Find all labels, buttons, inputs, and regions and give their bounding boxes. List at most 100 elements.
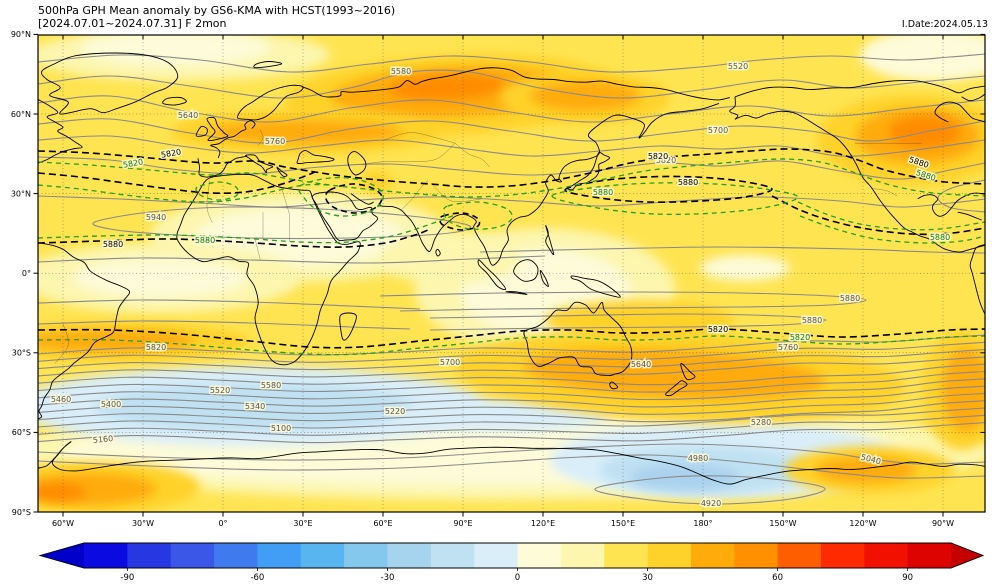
coastline [477, 259, 507, 291]
country-border [254, 238, 261, 260]
colorbar-segment [777, 543, 822, 568]
colorbar-tick-label: 30 [642, 573, 653, 583]
colorbar-tick-label: -60 [250, 573, 264, 583]
gray-contour-label: 4920 [701, 499, 721, 508]
black-contour-label: 5820 [708, 325, 728, 334]
coastline [176, 173, 361, 366]
gray-contour-line [38, 299, 421, 310]
coastline [38, 99, 83, 164]
country-border [870, 188, 898, 197]
green-contour-label: 5880 [930, 233, 950, 242]
colorbar-segment [690, 543, 735, 568]
gray-contour-label: 5160 [92, 434, 113, 445]
gray-contour-line [38, 400, 985, 423]
coastline [545, 224, 555, 256]
anomaly-shade-blob [38, 330, 195, 352]
coastline [523, 301, 633, 376]
colorbar-segment [430, 543, 475, 568]
gray-contour-line [38, 407, 985, 429]
x-tick-label: 0° [218, 519, 227, 528]
coastline [253, 61, 283, 69]
anomaly-shade-blob [38, 483, 86, 501]
x-tick-label: 60°W [52, 519, 74, 528]
anomaly-shade-blob [80, 35, 270, 66]
x-tick-label: 30°W [132, 519, 154, 528]
gray-contour-line [38, 370, 985, 393]
colorbar-tick-label: 0 [515, 573, 520, 583]
gray-contour-label: 5940 [146, 213, 166, 222]
colorbar-segment [604, 543, 649, 568]
green-dashed-contour [195, 181, 239, 201]
green-dashed-contour [442, 201, 513, 230]
gray-contour-line [38, 95, 985, 123]
anomaly-shade-blob [525, 348, 825, 400]
green-contour-label: 5820 [790, 333, 810, 342]
gray-contour-line [38, 363, 985, 386]
anomaly-shading-layer [38, 35, 985, 512]
colorbar-segment [344, 543, 388, 568]
gray-contour-label: 5460 [51, 395, 71, 404]
gray-contour-label: 5580 [391, 67, 411, 76]
y-tick-label: 30°S [12, 349, 31, 358]
gray-contour-label: 5340 [245, 402, 265, 411]
x-tick-label: 90°W [932, 519, 954, 528]
gray-contour-line [38, 414, 985, 436]
coastline [734, 79, 985, 98]
gray-contour-line [38, 341, 985, 363]
coastline [513, 259, 539, 282]
coastline [665, 380, 688, 397]
country-border [54, 323, 69, 364]
black-dashed-contour [38, 328, 985, 349]
gray-contour-line [38, 443, 985, 465]
gray-contour-label: 5820 [656, 156, 676, 165]
coastline [934, 101, 985, 123]
x-tick-label: 180° [693, 519, 712, 528]
anomaly-shade-blob [942, 348, 985, 432]
gray-contour-line [38, 356, 985, 378]
gray-contour-label: 5400 [101, 400, 121, 409]
anomaly-shade-blob [630, 464, 740, 490]
coastline [38, 441, 985, 485]
gray-contour-line [38, 320, 411, 330]
gray-contour-line [38, 53, 985, 73]
anomaly-shade-blob [700, 255, 790, 281]
colorbar-tick-label: -30 [381, 573, 395, 583]
coastline [377, 102, 720, 266]
gray-contour-label: 5580 [261, 381, 281, 390]
gray-contour-line [594, 475, 826, 505]
coastline [197, 155, 248, 178]
axes: 60°W 30°W 0° 30°E 60°E 90°E 120°E 150°E 180° 150°… [11, 30, 985, 528]
colorbar-segment [300, 543, 345, 568]
green-dashed-contour [797, 201, 985, 231]
latlon-gridlines [38, 35, 985, 512]
coastline [680, 362, 696, 381]
y-tick-label: 60°N [11, 110, 31, 119]
colorbar-segment [820, 543, 865, 568]
colorbar-segment [214, 543, 258, 568]
colorbar-segment [257, 543, 302, 568]
coastline [961, 93, 985, 102]
gray-contour-label: 5220 [385, 407, 405, 416]
anomaly-shade-blob [389, 73, 505, 101]
x-tick-label: 90°E [453, 519, 472, 528]
coastline [245, 154, 274, 174]
anomaly-shade-blob [530, 81, 640, 111]
gray-contour-line [38, 392, 985, 415]
country-border [206, 180, 213, 223]
coastline [539, 270, 549, 287]
green-dashed-contour [297, 176, 384, 217]
x-tick-label: 120°E [531, 519, 555, 528]
coastline [311, 191, 379, 242]
coastline [350, 193, 374, 205]
gray-contour-label: 5820 [146, 343, 166, 352]
gray-contour-line [38, 135, 985, 157]
colorbar-tick-label: 90 [902, 573, 913, 583]
black-dashed-contour [771, 195, 985, 236]
coastline [195, 125, 208, 137]
colorbar-left-arrow [40, 543, 84, 568]
coastline [206, 116, 229, 142]
black-dashed-contour [38, 148, 985, 188]
coastline [729, 96, 739, 120]
gray-contour-label: 5520 [210, 386, 230, 395]
colorbar-segment [127, 543, 172, 568]
